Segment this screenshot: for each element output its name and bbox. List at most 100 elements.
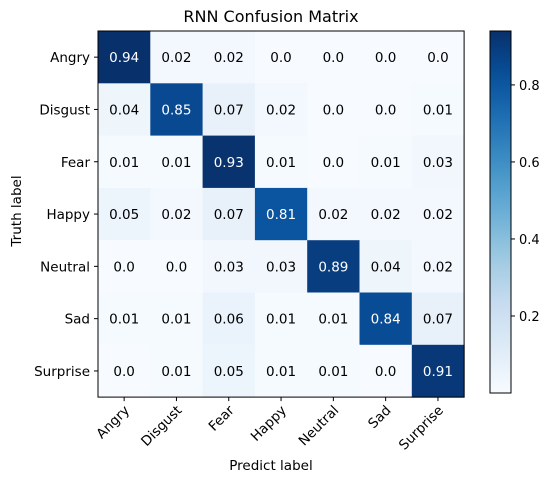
cell-value-label: 0.0 — [323, 50, 344, 66]
cell-value-label: 0.01 — [266, 312, 296, 328]
colorbar: 0.2 0.4 0.6 0.8 — [489, 30, 540, 394]
heatmap-cell-angry-surprise — [411, 31, 465, 84]
heatmap-cell-disgust-happy — [254, 83, 308, 137]
heatmap-cell-happy-fear — [202, 187, 256, 241]
cell-value-label: 0.01 — [318, 312, 348, 328]
heatmap-cell-fear-fear — [202, 135, 256, 189]
heatmap-cell-happy-neutral — [307, 187, 360, 241]
x-tick-label-angry: Angry — [93, 403, 133, 443]
cell-value-label: 0.0 — [323, 155, 344, 171]
cell-value-label: 0.94 — [109, 50, 139, 66]
y-axis-label: Truth label — [9, 175, 25, 247]
cell-value-label: 0.07 — [423, 312, 453, 328]
heatmap-cell-sad-fear — [202, 292, 256, 346]
y-tick-label-neutral: Neutral — [40, 259, 90, 275]
heatmap-cell-disgust-angry — [98, 83, 151, 137]
heatmap-cell-fear-sad — [359, 135, 413, 189]
heatmap-cell-sad-sad — [359, 292, 413, 346]
cell-value-label: 0.02 — [423, 259, 453, 275]
cell-value-label: 0.04 — [371, 259, 401, 275]
cell-value-label: 0.81 — [266, 207, 296, 223]
cell-value-label: 0.01 — [423, 102, 453, 118]
cell-value-label: 0.01 — [161, 364, 191, 380]
heatmap-cell-disgust-surprise — [411, 83, 465, 137]
heatmap-cell-angry-fear — [202, 31, 256, 84]
heatmap-cell-sad-angry — [98, 292, 151, 346]
x-tick-label-neutral: Neutral — [296, 403, 343, 450]
heatmap-cell-fear-happy — [254, 135, 308, 189]
y-tick-label-fear: Fear — [61, 155, 91, 171]
cell-value-label: 0.02 — [161, 207, 191, 223]
heatmap-cell-disgust-neutral — [307, 83, 360, 137]
cell-value-label: 0.0 — [166, 259, 187, 275]
heatmap-cell-happy-angry — [98, 187, 151, 241]
cell-value-label: 0.0 — [270, 50, 291, 66]
cell-value-label: 0.0 — [375, 50, 396, 66]
cell-value-label: 0.02 — [371, 207, 401, 223]
heatmap-cell-happy-happy — [254, 187, 308, 241]
heatmap-cell-angry-happy — [254, 31, 308, 84]
colorbar-tick-label: 0.6 — [519, 156, 540, 171]
heatmap-cell-surprise-happy — [254, 344, 308, 398]
cell-value-label: 0.02 — [161, 50, 191, 66]
x-tick-label-sad: Sad — [365, 403, 394, 432]
cell-value-label: 0.0 — [323, 102, 344, 118]
cell-value-label: 0.02 — [318, 207, 348, 223]
y-tick-label-sad: Sad — [65, 312, 90, 328]
heatmap-cells — [98, 31, 465, 398]
cell-value-label: 0.01 — [161, 155, 191, 171]
heatmap-cell-angry-neutral — [307, 31, 360, 84]
cell-value-label: 0.01 — [371, 155, 401, 171]
heatmap-cell-fear-disgust — [150, 135, 204, 189]
cell-value-label: 0.01 — [109, 155, 139, 171]
cell-value-label: 0.93 — [214, 155, 244, 171]
heatmap-cell-neutral-neutral — [307, 240, 360, 293]
cell-value-label: 0.0 — [375, 364, 396, 380]
heatmap-cell-neutral-sad — [359, 240, 413, 293]
heatmap-cell-fear-surprise — [411, 135, 465, 189]
heatmap-cell-sad-happy — [254, 292, 308, 346]
cell-value-label: 0.01 — [109, 312, 139, 328]
cell-value-label: 0.91 — [423, 364, 453, 380]
colorbar-tick-label: 0.4 — [519, 233, 540, 248]
heatmap-cell-disgust-disgust — [150, 83, 204, 137]
heatmap-cell-disgust-sad — [359, 83, 413, 137]
cell-value-label: 0.06 — [214, 312, 244, 328]
heatmap-cell-surprise-neutral — [307, 344, 360, 398]
cell-value-label: 0.0 — [375, 102, 396, 118]
cell-value-label: 0.03 — [423, 155, 453, 171]
colorbar-gradient — [489, 30, 512, 394]
cell-value-label: 0.01 — [161, 312, 191, 328]
cell-value-label: 0.85 — [161, 102, 191, 118]
heatmap-cell-disgust-fear — [202, 83, 256, 137]
y-tick-label-surprise: Surprise — [34, 364, 90, 380]
heatmap-cell-sad-surprise — [411, 292, 465, 346]
heatmap-cell-surprise-surprise — [411, 344, 465, 398]
heatmap-cell-neutral-happy — [254, 240, 308, 293]
heatmap-cell-surprise-disgust — [150, 344, 204, 398]
cell-value-label: 0.02 — [214, 50, 244, 66]
heatmap-cell-surprise-fear — [202, 344, 256, 398]
heatmap-cell-fear-neutral — [307, 135, 360, 189]
y-tick-label-angry: Angry — [50, 50, 90, 66]
x-tick-label-happy: Happy — [248, 403, 290, 445]
heatmap-cell-angry-angry — [98, 31, 151, 84]
heatmap-cell-sad-disgust — [150, 292, 204, 346]
heatmap-cell-labels: 0.94 0.02 0.02 0.0 0.0 0.0 0.0 0.04 0.85 0.07 0.02… — [109, 50, 453, 380]
x-axis-label: Predict label — [229, 458, 312, 474]
colorbar-tick-label: 0.8 — [519, 79, 540, 94]
cell-value-label: 0.04 — [109, 102, 139, 118]
cell-value-label: 0.02 — [423, 207, 453, 223]
heatmap-cell-neutral-disgust — [150, 240, 204, 293]
y-tick-label-happy: Happy — [46, 207, 90, 223]
x-tick-label-surprise: Surprise — [396, 403, 447, 454]
cell-value-label: 0.01 — [266, 155, 296, 171]
heatmap-cell-neutral-surprise — [411, 240, 465, 293]
cell-value-label: 0.05 — [109, 207, 139, 223]
cell-value-label: 0.89 — [318, 259, 348, 275]
cell-value-label: 0.0 — [427, 50, 448, 66]
x-tick-label-fear: Fear — [206, 402, 238, 434]
heatmap-cell-neutral-fear — [202, 240, 256, 293]
y-tick-label-disgust: Disgust — [39, 102, 90, 118]
